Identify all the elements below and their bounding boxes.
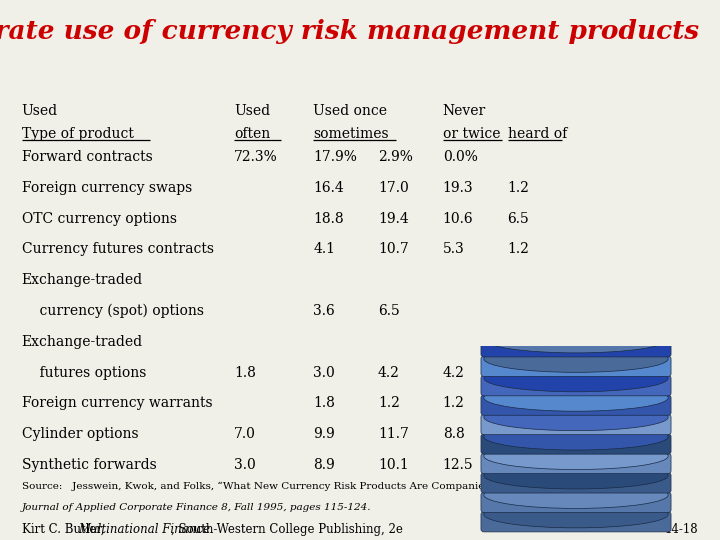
Text: , South-Western College Publishing, 2e: , South-Western College Publishing, 2e bbox=[171, 523, 403, 536]
Ellipse shape bbox=[484, 501, 668, 528]
FancyBboxPatch shape bbox=[481, 395, 671, 415]
Ellipse shape bbox=[484, 482, 668, 509]
Text: 7.0: 7.0 bbox=[234, 427, 256, 441]
Text: often: often bbox=[234, 127, 270, 141]
FancyBboxPatch shape bbox=[481, 356, 671, 376]
Ellipse shape bbox=[484, 423, 668, 450]
Ellipse shape bbox=[484, 404, 668, 431]
Ellipse shape bbox=[484, 365, 668, 392]
Text: 3.6: 3.6 bbox=[508, 304, 529, 318]
FancyBboxPatch shape bbox=[481, 512, 671, 532]
Text: Exchange-traded: Exchange-traded bbox=[22, 335, 143, 349]
Text: Journal of Applied Corporate Finance 8, Fall 1995, pages 115-124.: Journal of Applied Corporate Finance 8, … bbox=[22, 503, 371, 512]
Text: Used: Used bbox=[22, 104, 58, 118]
Text: Foreign currency swaps: Foreign currency swaps bbox=[22, 181, 192, 195]
Text: currency (spot) options: currency (spot) options bbox=[22, 304, 204, 319]
Ellipse shape bbox=[484, 462, 668, 489]
FancyBboxPatch shape bbox=[481, 415, 671, 435]
Text: 9.9: 9.9 bbox=[313, 427, 335, 441]
Text: 12.5: 12.5 bbox=[443, 458, 474, 472]
FancyBboxPatch shape bbox=[481, 376, 671, 396]
Text: Multinational Finance: Multinational Finance bbox=[78, 523, 210, 536]
Text: 19.4: 19.4 bbox=[378, 212, 409, 226]
Text: 1.8: 1.8 bbox=[234, 366, 256, 380]
Text: 72.3%: 72.3% bbox=[234, 150, 278, 164]
Text: Currency futures contracts: Currency futures contracts bbox=[22, 242, 214, 256]
Text: futures options: futures options bbox=[22, 366, 146, 380]
Text: 3.6: 3.6 bbox=[313, 304, 335, 318]
Text: 6.5: 6.5 bbox=[378, 304, 400, 318]
Text: Type of product: Type of product bbox=[22, 127, 133, 141]
Text: 10.1: 10.1 bbox=[378, 458, 409, 472]
Text: 0.0%: 0.0% bbox=[443, 150, 477, 164]
Text: 11.7: 11.7 bbox=[378, 427, 409, 441]
Text: 2.9%: 2.9% bbox=[378, 150, 413, 164]
Text: 8.9: 8.9 bbox=[313, 458, 335, 472]
Text: 14-18: 14-18 bbox=[665, 523, 698, 536]
Text: 10.7: 10.7 bbox=[378, 242, 409, 256]
Text: 6.5: 6.5 bbox=[508, 212, 529, 226]
Text: 4.2: 4.2 bbox=[378, 366, 400, 380]
FancyBboxPatch shape bbox=[481, 492, 671, 512]
Text: or twice: or twice bbox=[443, 127, 500, 141]
Text: Synthetic forwards: Synthetic forwards bbox=[22, 458, 156, 472]
Text: 4.1: 4.1 bbox=[313, 242, 336, 256]
Text: Never: Never bbox=[443, 104, 486, 118]
Text: sometimes: sometimes bbox=[313, 127, 389, 141]
Text: 1.2: 1.2 bbox=[508, 242, 529, 256]
Text: 10.6: 10.6 bbox=[443, 212, 474, 226]
Text: 18.8: 18.8 bbox=[313, 212, 344, 226]
Text: Forward contracts: Forward contracts bbox=[22, 150, 153, 164]
Text: Kirt C. Butler,: Kirt C. Butler, bbox=[22, 523, 108, 536]
Text: 1.8: 1.8 bbox=[313, 396, 335, 410]
FancyBboxPatch shape bbox=[481, 454, 671, 474]
FancyBboxPatch shape bbox=[481, 473, 671, 493]
Text: Used once: Used once bbox=[313, 104, 387, 118]
Text: Corporate use of currency risk management products: Corporate use of currency risk managemen… bbox=[0, 19, 699, 44]
Text: Source:   Jesswein, Kwok, and Folks, “What New Currency Risk Products Are Compan: Source: Jesswein, Kwok, and Folks, “What… bbox=[22, 482, 584, 491]
Ellipse shape bbox=[484, 326, 668, 353]
Text: 1.2: 1.2 bbox=[378, 396, 400, 410]
Text: 17.0: 17.0 bbox=[378, 181, 409, 195]
Text: 17.9%: 17.9% bbox=[313, 150, 357, 164]
Text: 22.3: 22.3 bbox=[508, 396, 538, 410]
Text: Cylinder options: Cylinder options bbox=[22, 427, 138, 441]
Text: Foreign currency warrants: Foreign currency warrants bbox=[22, 396, 212, 410]
Text: 4.2: 4.2 bbox=[443, 366, 464, 380]
Text: 8.8: 8.8 bbox=[443, 427, 464, 441]
Ellipse shape bbox=[484, 346, 668, 373]
Ellipse shape bbox=[484, 443, 668, 470]
FancyBboxPatch shape bbox=[481, 434, 671, 454]
FancyBboxPatch shape bbox=[481, 337, 671, 357]
Bar bbox=[432, 270, 720, 346]
Text: 1.2: 1.2 bbox=[443, 396, 464, 410]
Text: 3.0: 3.0 bbox=[313, 366, 335, 380]
Text: 16.4: 16.4 bbox=[313, 181, 344, 195]
Text: heard of: heard of bbox=[508, 127, 567, 141]
Text: 5.3: 5.3 bbox=[443, 242, 464, 256]
Text: 19.3: 19.3 bbox=[443, 181, 474, 195]
Text: Exchange-traded: Exchange-traded bbox=[22, 273, 143, 287]
Text: 1.2: 1.2 bbox=[508, 181, 529, 195]
Text: OTC currency options: OTC currency options bbox=[22, 212, 176, 226]
Text: 7.1: 7.1 bbox=[443, 304, 465, 318]
Ellipse shape bbox=[484, 384, 668, 411]
Text: 3.0: 3.0 bbox=[234, 458, 256, 472]
Text: Used: Used bbox=[234, 104, 270, 118]
